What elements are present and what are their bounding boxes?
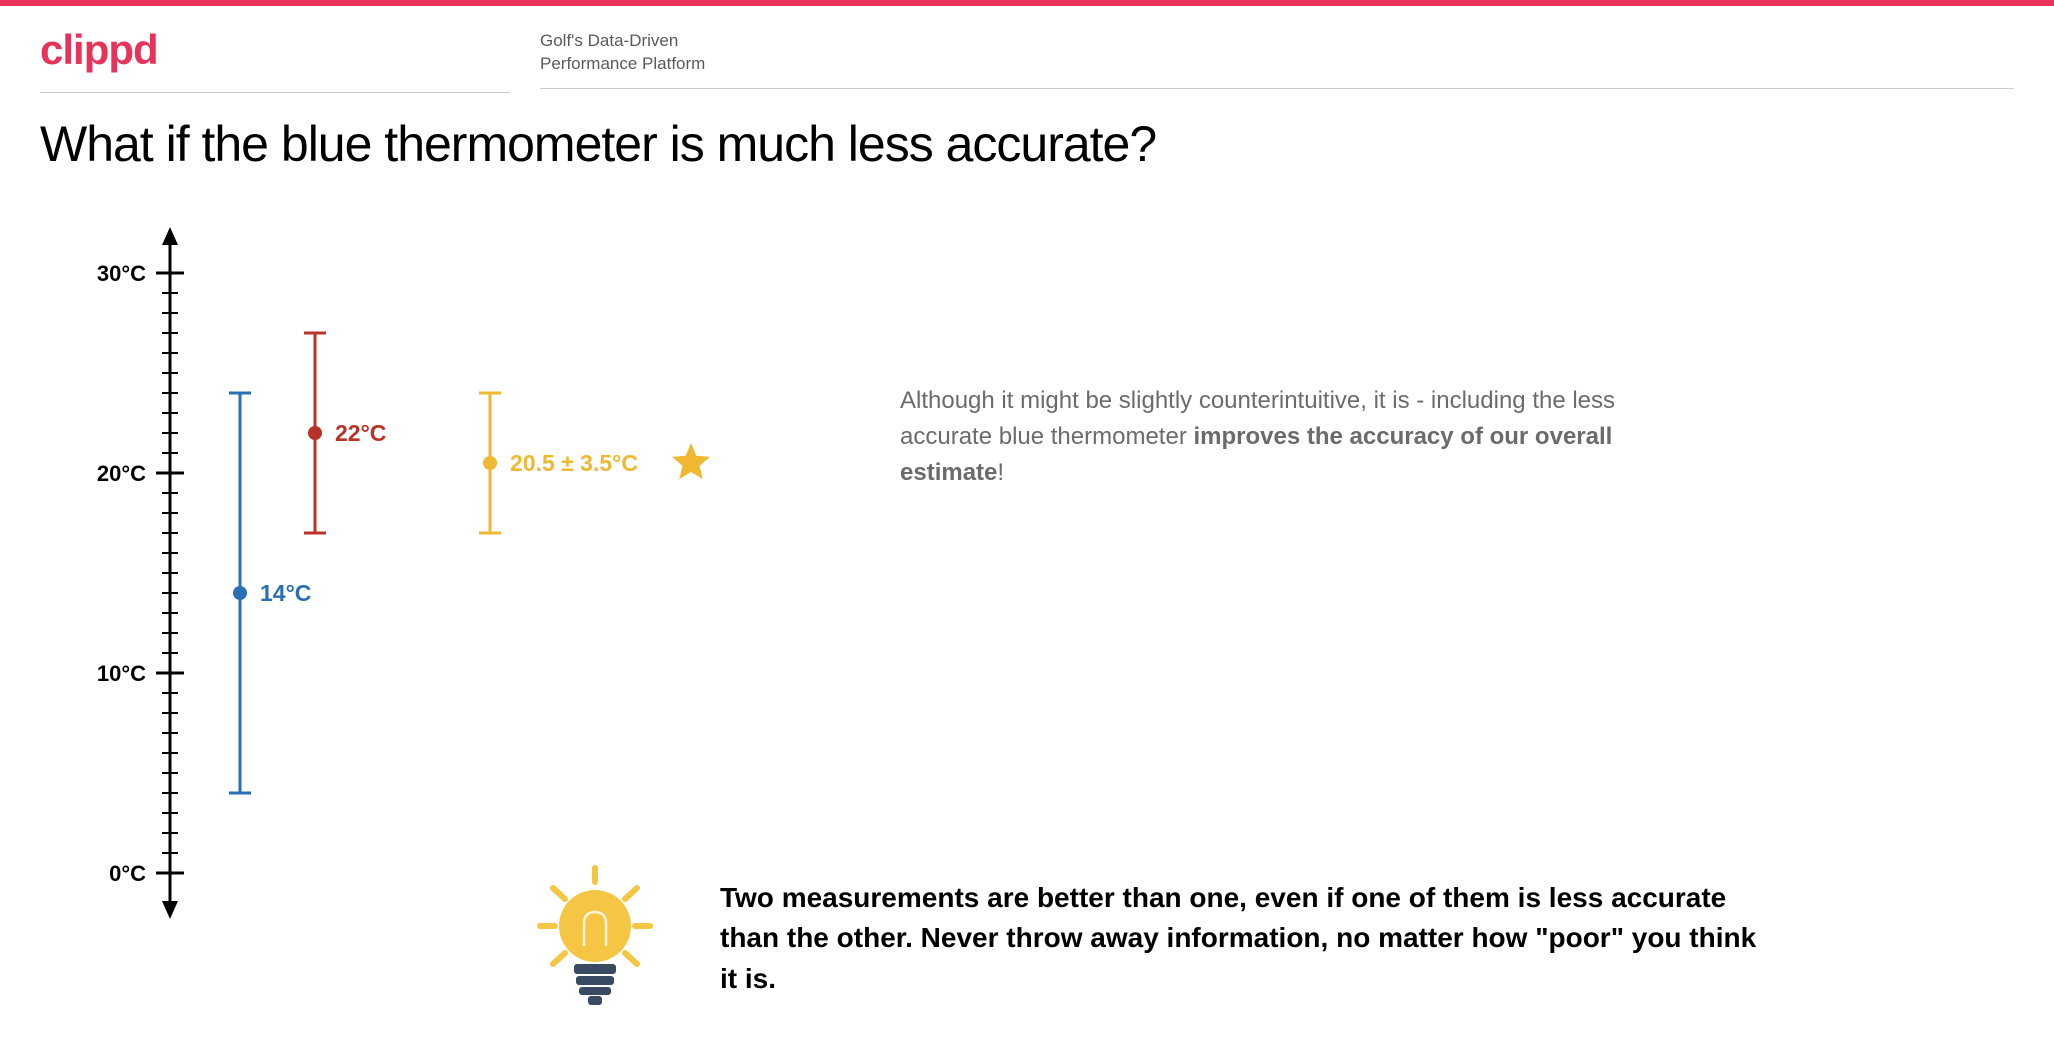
lightbulb-icon	[520, 851, 670, 1026]
tagline-line2: Performance Platform	[540, 53, 2014, 76]
svg-text:10°C: 10°C	[97, 661, 146, 686]
brand-logo: clippd	[40, 26, 510, 74]
tagline-line1: Golf's Data-Driven	[540, 30, 2014, 53]
svg-text:20.5 ± 3.5°C: 20.5 ± 3.5°C	[510, 450, 638, 476]
explanation-text: Although it might be slightly counterint…	[900, 383, 1660, 491]
svg-text:14°C: 14°C	[260, 580, 311, 606]
page-title: What if the blue thermometer is much les…	[0, 93, 2054, 183]
takeaway-text: Two measurements are better than one, ev…	[720, 878, 1770, 1000]
header: clippd Golf's Data-Driven Performance Pl…	[0, 6, 2054, 93]
thermometer-chart: 0°C 10°C 20°C 30°C 14°C 22°C 20.5 ± 3.5°C	[40, 213, 860, 933]
svg-text:0°C: 0°C	[109, 861, 146, 886]
svg-text:30°C: 30°C	[97, 261, 146, 286]
logo-block: clippd	[40, 26, 510, 93]
explanation-column: Although it might be slightly counterint…	[900, 213, 2014, 933]
tagline-block: Golf's Data-Driven Performance Platform	[540, 26, 2014, 89]
lightbulb-svg	[520, 851, 670, 1021]
explain-post: !	[997, 459, 1004, 486]
chart-column: 0°C 10°C 20°C 30°C 14°C 22°C 20.5 ± 3.5°C	[40, 213, 860, 933]
takeaway-row: Two measurements are better than one, ev…	[520, 851, 1920, 1026]
svg-text:22°C: 22°C	[335, 420, 386, 446]
svg-text:20°C: 20°C	[97, 461, 146, 486]
page-root: clippd Golf's Data-Driven Performance Pl…	[0, 0, 2054, 1056]
